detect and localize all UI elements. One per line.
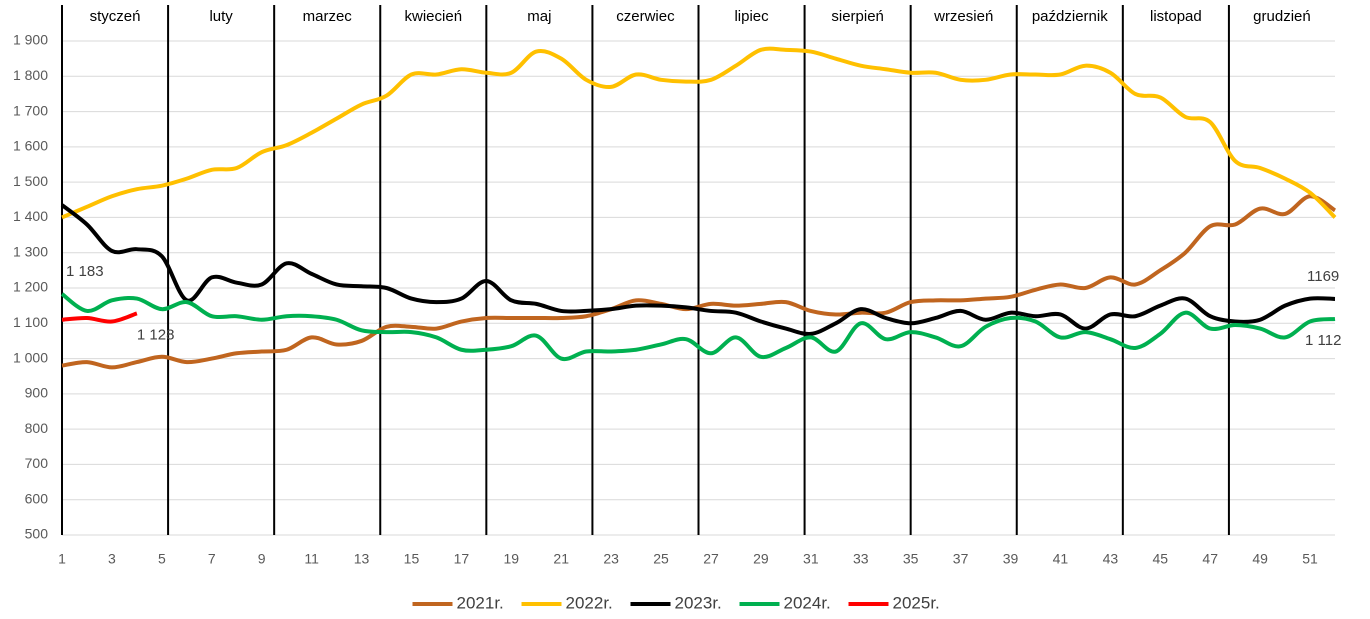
legend-label: 2024r. [784, 593, 831, 612]
y-tick-label: 800 [25, 420, 49, 436]
series-line [61, 194, 1337, 370]
x-tick-label: 49 [1252, 551, 1268, 567]
y-tick-label: 1 100 [13, 314, 48, 330]
x-tick-label: 35 [903, 551, 919, 567]
x-tick-label: 39 [1003, 551, 1019, 567]
y-tick-label: 1 500 [13, 173, 48, 189]
x-tick-label: 11 [304, 551, 319, 567]
series-line [60, 203, 1336, 336]
x-tick-label: 15 [404, 551, 420, 567]
x-tick-label: 51 [1302, 551, 1318, 567]
month-label: listopad [1150, 8, 1202, 25]
data-label: 1 112 [1305, 332, 1341, 349]
x-tick-label: 7 [208, 551, 216, 567]
y-tick-label: 600 [25, 490, 49, 506]
legend-label: 2025r. [893, 593, 940, 612]
series-line [61, 311, 138, 324]
y-tick-label: 1 700 [13, 102, 48, 118]
legend-label: 2021r. [457, 593, 504, 612]
x-tick-label: 17 [454, 551, 470, 567]
y-tick-label: 1 600 [13, 138, 48, 154]
x-tick-label: 29 [753, 551, 769, 567]
y-tick-label: 1 900 [13, 32, 48, 48]
y-tick-label: 1 000 [13, 349, 48, 365]
x-tick-label: 43 [1103, 551, 1119, 567]
month-label: grudzień [1253, 8, 1311, 25]
x-tick-label: 9 [258, 551, 266, 567]
x-tick-label: 37 [953, 551, 969, 567]
x-tick-label: 19 [504, 551, 520, 567]
data-label: 1169 [1307, 268, 1339, 285]
legend-label: 2022r. [566, 593, 613, 612]
y-tick-label: 900 [25, 385, 49, 401]
month-label: wrzesień [933, 8, 993, 25]
x-tick-label: 23 [603, 551, 619, 567]
x-tick-label: 21 [553, 551, 569, 567]
month-label: luty [209, 8, 233, 25]
data-label: 1 128 [137, 326, 175, 343]
x-tick-label: 45 [1152, 551, 1168, 567]
y-tick-label: 1 200 [13, 279, 48, 295]
x-tick-label: 25 [653, 551, 669, 567]
month-label: maj [527, 8, 551, 25]
x-tick-label: 1 [58, 551, 66, 567]
y-tick-label: 1 800 [13, 67, 48, 83]
x-tick-label: 27 [703, 551, 719, 567]
x-tick-label: 13 [354, 551, 370, 567]
month-label: sierpień [831, 8, 884, 25]
month-label: marzec [303, 8, 353, 25]
x-tick-label: 3 [108, 551, 116, 567]
month-label: październik [1032, 8, 1108, 25]
data-label: 1 183 [66, 263, 104, 280]
month-label: styczeń [90, 8, 141, 25]
x-tick-label: 5 [158, 551, 166, 567]
y-tick-label: 500 [25, 526, 49, 542]
x-tick-label: 41 [1053, 551, 1069, 567]
legend-label: 2023r. [675, 593, 722, 612]
x-tick-label: 31 [803, 551, 819, 567]
y-tick-label: 700 [25, 455, 49, 471]
month-label: lipiec [734, 8, 769, 25]
y-tick-label: 1 400 [13, 208, 48, 224]
series-line [60, 292, 1336, 362]
x-tick-label: 33 [853, 551, 869, 567]
month-label: kwiecień [405, 8, 463, 25]
x-tick-label: 47 [1202, 551, 1218, 567]
y-tick-label: 1 300 [13, 243, 48, 259]
month-label: czerwiec [616, 8, 675, 25]
series-line [61, 46, 1337, 220]
